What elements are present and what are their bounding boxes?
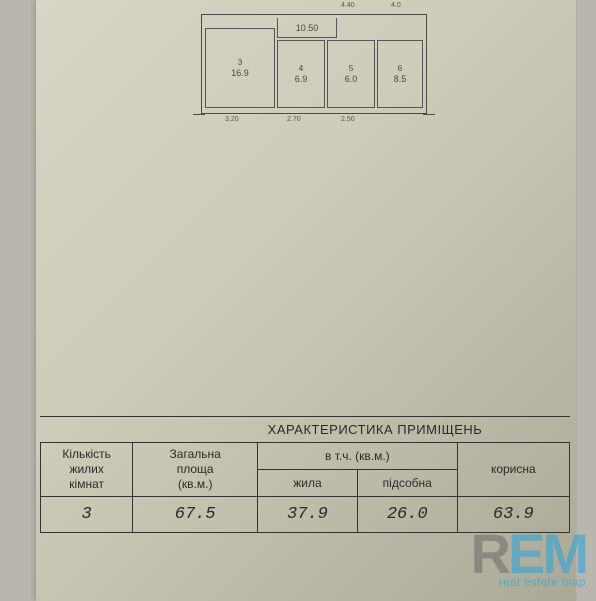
dim-bot-b: 2.70 [287, 116, 301, 123]
floorplan: 3 16.9 4 6.9 10.50 5 6.0 6 8.5 4.40 4.0 … [201, 0, 431, 130]
col-rooms: Кількістьжилихкімнат [41, 443, 133, 497]
watermark-sub: real estate map [471, 575, 586, 589]
col-pidsobna: підсобна [357, 470, 457, 497]
col-zhila: жила [258, 470, 358, 497]
col-total: Загальнаплоща(кв.м.) [133, 443, 258, 497]
room-4: 4 6.9 [277, 40, 325, 108]
watermark: REM real estate map [471, 529, 586, 589]
room-area: 6.9 [295, 75, 308, 84]
val-total: 67.5 [133, 497, 258, 533]
watermark-logo: REM [471, 529, 586, 579]
col-vtch: в т.ч. (кв.м.) [258, 443, 458, 470]
room-area: 8.5 [394, 75, 407, 84]
room-id: 3 [238, 59, 242, 67]
room-id: 5 [349, 65, 353, 73]
dim-top-b: 4.0 [391, 2, 401, 9]
room-6: 6 8.5 [377, 40, 423, 108]
dim-top-a: 4.40 [341, 2, 355, 9]
room-id: 4 [299, 65, 303, 73]
table-title: ХАРАКТЕРИСТИКА ПРИМІЩЕНЬ [40, 416, 570, 442]
room-area: 10.50 [296, 24, 319, 33]
area-table: Кількістьжилихкімнат Загальнаплоща(кв.м.… [40, 442, 570, 533]
room-id: 6 [398, 65, 402, 73]
room-3: 3 16.9 [205, 28, 275, 108]
val-rooms: 3 [41, 497, 133, 533]
col-korysna: корисна [457, 443, 569, 497]
dim-bot-a: 3.20 [225, 116, 239, 123]
val-pidsobna: 26.0 [357, 497, 457, 533]
document-sheet: 3 16.9 4 6.9 10.50 5 6.0 6 8.5 4.40 4.0 … [36, 0, 576, 601]
val-zhila: 37.9 [258, 497, 358, 533]
room-area: 16.9 [231, 69, 249, 78]
room-2: 10.50 [277, 18, 337, 38]
characteristics-table: ХАРАКТЕРИСТИКА ПРИМІЩЕНЬ Кількістьжилихк… [40, 416, 570, 533]
dim-bot-c: 2.50 [341, 116, 355, 123]
room-5: 5 6.0 [327, 40, 375, 108]
room-area: 6.0 [345, 75, 358, 84]
